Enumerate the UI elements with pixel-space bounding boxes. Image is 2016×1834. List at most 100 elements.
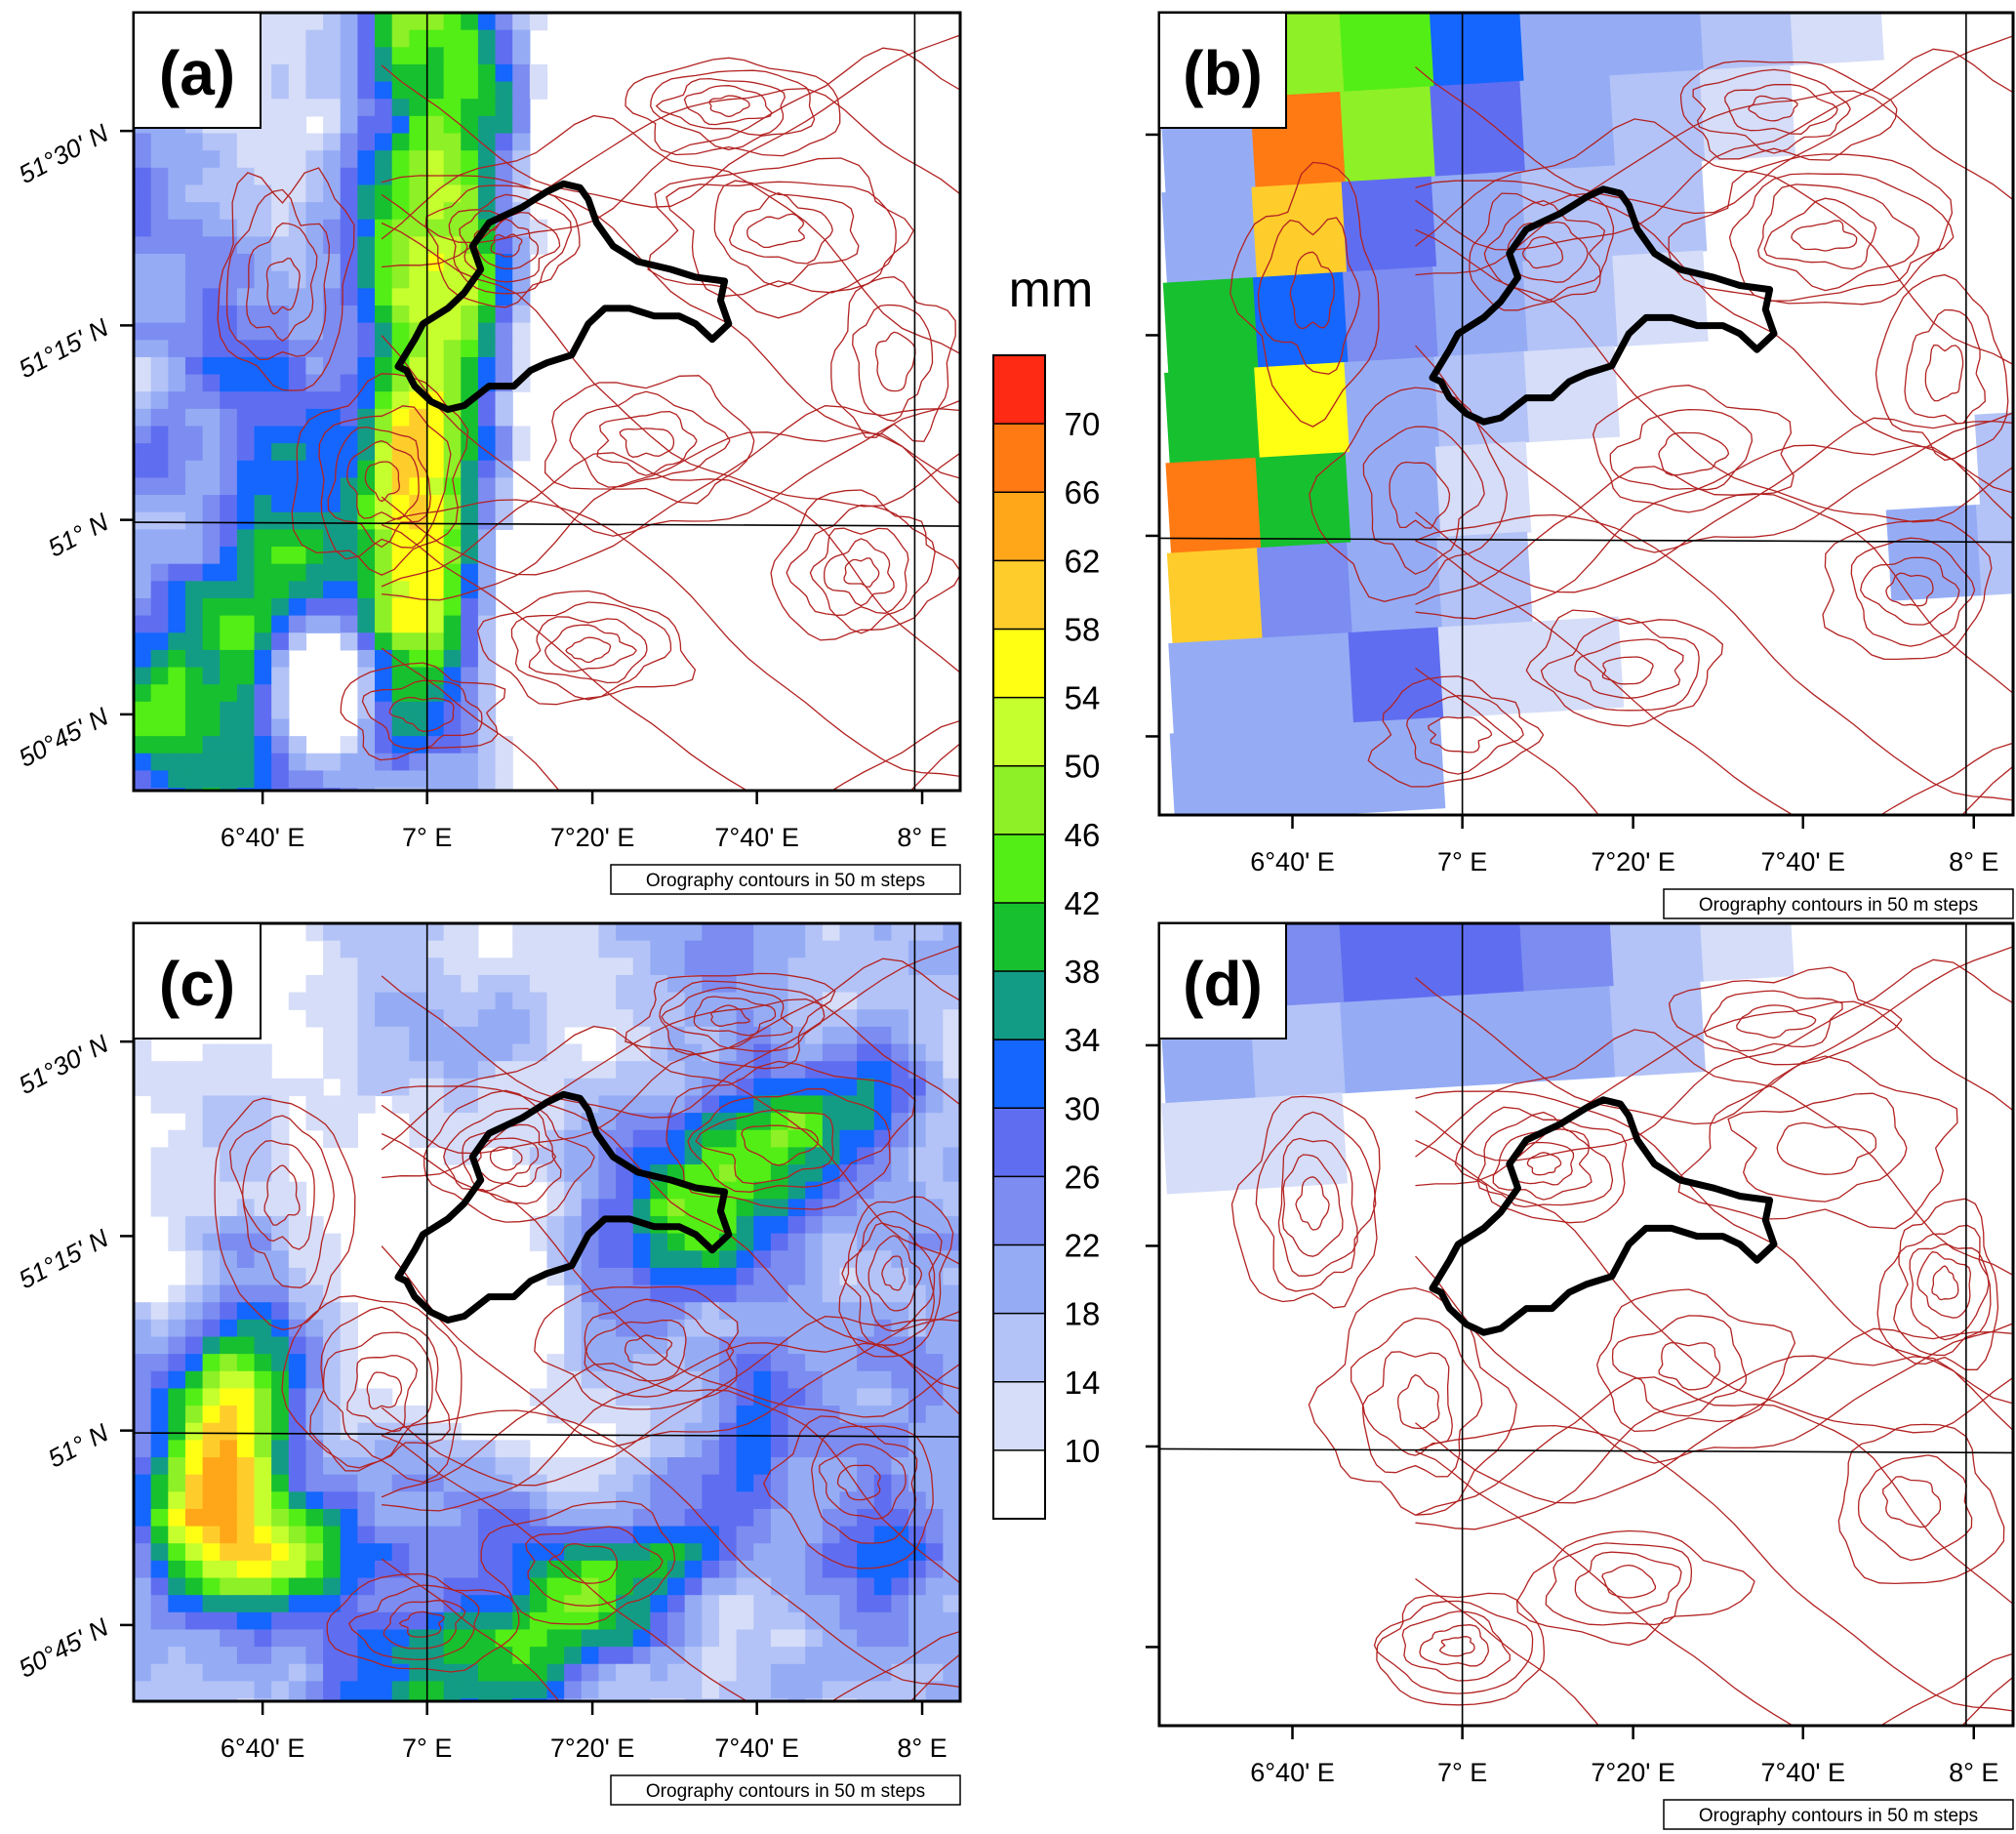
precip-cell — [857, 1681, 875, 1699]
precip-cell — [805, 923, 824, 942]
precip-cell — [512, 1526, 531, 1544]
precip-cell — [495, 29, 513, 48]
precip-cell — [340, 1113, 358, 1131]
precip-cell — [736, 1302, 754, 1321]
precip-cell — [1169, 727, 1266, 815]
precip-cell — [271, 736, 290, 754]
precip-cell — [616, 1577, 634, 1596]
precip-cell — [409, 547, 427, 565]
precip-cell — [168, 511, 186, 530]
precip-cell — [787, 1181, 806, 1200]
lon-axis: 6°40' E 7° E 7°20' E 7°40' E 8° E — [1250, 815, 1998, 876]
precip-cell — [908, 1284, 927, 1303]
orography-contour — [381, 34, 960, 208]
orography-contour — [1415, 1355, 2013, 1530]
precip-cell — [236, 202, 256, 221]
precip-cell — [357, 615, 376, 633]
precip-cell — [477, 1611, 497, 1631]
precip-cell — [477, 408, 497, 428]
precip-cell — [667, 1284, 686, 1303]
precip-cell — [873, 1526, 893, 1544]
precip-cell — [702, 1457, 720, 1476]
precip-cell — [650, 1043, 668, 1062]
precip-cell — [184, 1543, 204, 1562]
precip-cell — [391, 202, 410, 221]
precip-cell — [150, 219, 169, 237]
precip-cell — [271, 1181, 290, 1200]
orography-contour — [746, 213, 806, 249]
precip-cell — [839, 1164, 858, 1183]
precip-cell — [461, 322, 479, 341]
precip-cell — [357, 974, 376, 994]
precip-cell — [943, 1095, 960, 1114]
precip-cell — [925, 1284, 944, 1303]
precip-cell — [202, 511, 221, 530]
orography-contour — [327, 426, 431, 549]
precip-cell — [461, 581, 479, 599]
precip-cell — [770, 1474, 789, 1492]
precip-cell — [753, 1061, 772, 1080]
precip-cell — [375, 1474, 393, 1492]
precip-cell — [702, 1267, 720, 1286]
orography-contour — [1677, 1055, 1958, 1230]
precip-cell — [822, 1611, 841, 1631]
precip-cell — [134, 597, 152, 617]
precip-cell — [323, 1508, 342, 1528]
precip-cell — [236, 150, 256, 169]
precip-cell — [495, 270, 513, 289]
precip-cell — [150, 1595, 169, 1613]
precip-cell — [202, 1388, 221, 1406]
precip-cell — [409, 29, 427, 48]
colorbar-level-label: 38 — [1065, 954, 1101, 990]
precip-cell — [461, 511, 479, 530]
colorbar-level-label: 34 — [1065, 1022, 1101, 1058]
precip-cell — [375, 1577, 393, 1596]
precip-cell — [477, 81, 497, 100]
precip-cell — [632, 1440, 651, 1458]
precip-cell — [425, 495, 445, 513]
precip-cell — [184, 632, 204, 651]
precip-cell — [425, 1508, 445, 1528]
precip-cell — [391, 1595, 410, 1613]
precip-cell — [805, 1526, 824, 1544]
orography-contour — [1415, 1424, 2013, 1712]
precip-cell — [184, 1491, 204, 1510]
precip-cell — [443, 1474, 462, 1492]
precip-cell — [134, 1629, 152, 1648]
precip-cell — [495, 322, 513, 341]
precip-cell — [168, 1129, 186, 1148]
precip-cell — [943, 1370, 960, 1390]
precip-cell — [375, 1491, 393, 1510]
precip-cell — [134, 1508, 152, 1528]
precip-cell — [254, 1181, 272, 1200]
precip-cell — [184, 753, 204, 772]
precip-cell — [873, 1491, 893, 1510]
precip-cell — [495, 1009, 513, 1028]
precip-cell — [254, 1440, 272, 1458]
precip-cell — [409, 1611, 427, 1631]
precip-cell — [616, 958, 634, 976]
orography-contour — [1415, 513, 2013, 801]
precip-cell — [168, 1302, 186, 1321]
precip-cell — [254, 270, 272, 289]
precip-cell — [632, 1422, 651, 1441]
catchment-outline — [394, 1090, 733, 1324]
orography-contour — [1736, 1004, 1817, 1039]
orography-contour — [728, 191, 833, 265]
precip-cell — [357, 1611, 376, 1631]
precip-cell — [425, 753, 445, 772]
precip-cell — [340, 184, 358, 203]
precip-cell — [134, 1354, 152, 1372]
precip-cell — [202, 1284, 221, 1303]
precip-cell — [236, 1577, 256, 1596]
precip-cell — [753, 1508, 772, 1528]
precip-cell — [271, 356, 290, 376]
precip-cell — [564, 992, 583, 1010]
precip-cell — [736, 1663, 754, 1683]
precip-cell — [323, 1095, 342, 1114]
precip-cell — [443, 81, 462, 100]
precip-cell — [375, 219, 393, 237]
precip-cell — [908, 1164, 927, 1183]
precip-cell — [702, 1284, 720, 1303]
precip-cell — [168, 374, 186, 392]
